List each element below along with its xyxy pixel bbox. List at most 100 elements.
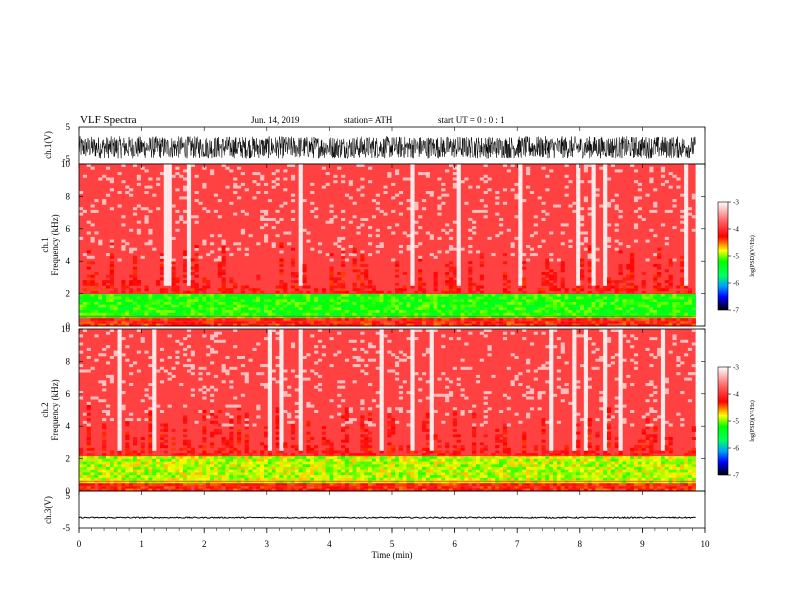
spectrogram-cell [610,296,615,300]
spectrogram-cell [260,215,265,219]
spectrogram-cell [684,188,689,192]
spectrogram-cell [368,285,373,289]
spectrogram-cell [387,226,392,230]
spectrogram-cell [368,312,373,316]
spectrogram-cell [256,458,261,462]
spectrogram-cell [576,309,581,313]
spectrogram-cell [117,404,122,408]
spectrogram-cell [171,485,176,489]
spectrogram-cell [113,469,118,473]
spectrogram-cell [660,307,666,311]
spectrogram-cell [206,455,211,459]
spectrogram-cell [502,290,508,294]
spectrogram-cell [171,258,176,262]
spectrogram-cell [167,323,172,327]
spectrogram-cell [568,296,573,300]
spectrogram-cell [186,472,192,476]
spectrogram-cell [333,277,338,281]
spectrogram-cell [167,204,172,208]
spectrogram-cell [117,418,122,422]
spectrogram-cell [479,309,484,313]
spectrogram-cell [395,301,400,305]
spectrogram-cell [637,196,642,200]
spectrogram-cell [79,455,84,459]
spectrogram-cell [514,304,519,308]
spectrogram-cell [271,458,276,462]
spectrogram-cell [684,274,689,278]
spectrogram-cell [576,223,581,227]
spectrogram-cell [275,453,280,457]
spectrogram-cell [94,334,99,338]
spectrogram-cell [102,480,107,484]
spectrogram-cell [198,304,203,308]
spectrogram-cell [410,212,415,216]
spectrogram-cell [90,466,95,470]
spectrogram-cell [217,199,222,203]
spectrogram-cell [183,472,188,476]
ch1-spectrogram-ylabel-frequency: Frequency (kHz) [50,214,60,275]
spectrogram-cell [217,296,222,300]
spectrogram-cell [148,464,153,467]
spectrogram-cell [167,274,172,278]
spectrogram-cell [275,290,280,294]
spectrogram-cell [117,385,122,389]
spectrogram-cell [183,347,188,351]
spectrogram-cell [395,320,400,324]
spectrogram-cell [267,418,272,422]
spectrogram-cell [456,309,461,313]
spectrogram-cell [144,312,149,316]
spectrogram-cell [248,288,253,292]
spectrogram-cell [641,309,646,313]
spectrogram-cell [94,472,99,476]
spectrogram-cell [94,272,99,275]
spectrogram-cell [371,296,377,300]
spectrogram-cell [186,461,192,465]
spectrogram-cell [302,307,307,311]
spectrogram-cell [190,309,195,313]
spectrogram-cell [310,315,315,319]
spectrogram-cell [79,296,84,300]
spectrogram-cell [425,293,430,297]
spectrogram-cell [618,209,623,213]
spectrogram-cell [221,474,226,478]
spectrogram-cell [102,296,107,300]
spectrogram-cell [86,488,91,492]
spectrogram-cell [680,293,685,297]
spectrogram-cell [664,301,669,305]
spectrogram-cell [321,309,326,313]
spectrogram-cell [302,277,307,281]
spectrogram-cell [152,347,157,351]
spectrogram-cell [90,469,95,473]
spectrogram-cell [468,261,473,265]
spectrogram-cell [591,177,596,181]
spectrogram-cell [102,442,107,446]
spectrogram-cell [267,307,272,311]
spectrogram-cell [186,193,192,197]
spectrogram-cell [395,169,400,173]
spectrogram-cell [125,488,130,492]
spectrogram-cell [684,253,689,257]
spectrogram-cell [237,317,242,321]
spectrogram-cell [502,261,508,265]
spectrogram-cell [576,177,581,181]
spectrogram-cell [333,285,338,289]
spectrogram-cell [167,177,172,181]
spectrogram-cell [98,472,103,476]
spectrogram-cell [179,485,184,489]
spectrogram-cell [190,301,195,305]
spectrogram-cell [668,312,673,316]
spectrogram-cell [140,458,145,462]
spectrogram-cell [298,431,303,435]
spectrogram-cell [102,174,107,178]
spectrogram-cell [352,269,357,273]
spectrogram-cell [156,280,161,284]
spectrogram-cell [518,255,523,259]
spectrogram-cell [537,196,542,200]
spectrogram-cell [290,263,296,267]
spectrogram-cell [132,485,138,489]
spectrogram-cell [591,166,596,170]
spectrogram-cell [140,255,145,259]
spectrogram-cell [271,180,276,184]
spectrogram-cell [152,399,157,403]
spectrogram-cell [225,485,230,489]
